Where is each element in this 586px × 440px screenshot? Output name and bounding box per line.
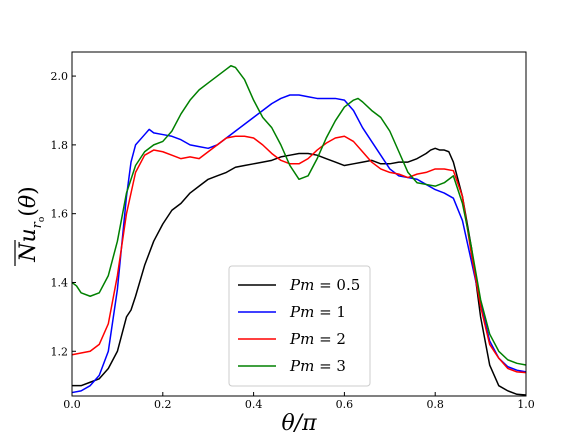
y-tick-label: 1.8 [51, 139, 69, 152]
y-tick-label: 2.0 [51, 70, 69, 83]
y-axis-ticks: 1.2 1.4 1.6 1.8 2.0 [51, 70, 76, 358]
legend: Pm = 0.5 Pm = 1 Pm = 2 Pm = 3 [228, 265, 371, 387]
series-line-2 [71, 94, 527, 394]
legend-box [228, 265, 371, 387]
plot-frame [71, 51, 527, 397]
x-tick-label: 0.6 [336, 398, 354, 411]
y-axis-label-text: Nuro(θ) [16, 186, 47, 263]
x-tick-label: 0.0 [63, 398, 81, 411]
series-layer [71, 65, 527, 396]
x-tick-label: 0.4 [245, 398, 263, 411]
legend-label-4: Pm = 3 [289, 357, 346, 375]
y-axis-label: Nuro(θ) [14, 186, 47, 266]
x-axis-label: θ/π [281, 411, 317, 436]
legend-label-1: Pm = 0.5 [289, 276, 360, 294]
x-tick-label: 0.8 [426, 398, 444, 411]
series-line-3 [71, 135, 527, 374]
x-tick-label: 0.2 [154, 398, 172, 411]
y-tick-label: 1.2 [51, 345, 69, 358]
legend-label-3: Pm = 2 [289, 330, 346, 348]
legend-label-2: Pm = 1 [289, 303, 346, 321]
plot-area: 0.0 0.2 0.4 0.6 0.8 1.0 1.2 1.4 1.6 1.8 2.0 [51, 51, 535, 411]
x-axis-ticks: 0.0 0.2 0.4 0.6 0.8 1.0 [63, 392, 535, 411]
y-tick-label: 1.6 [51, 208, 69, 221]
series-line-4 [71, 65, 527, 366]
x-tick-label: 1.0 [517, 398, 535, 411]
y-tick-label: 1.4 [51, 276, 69, 289]
